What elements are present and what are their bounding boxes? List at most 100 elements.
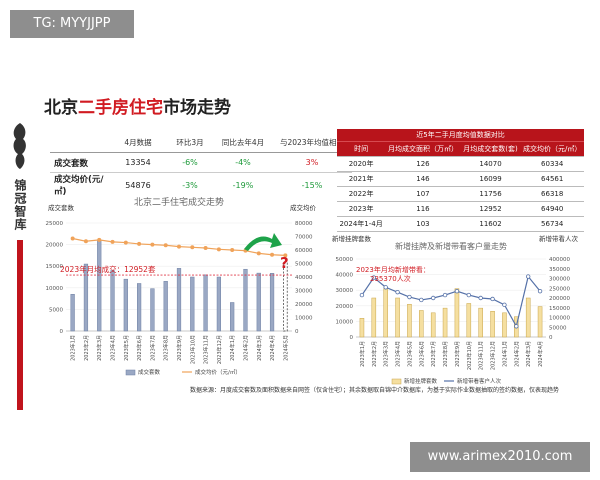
y-tick-right: 200000	[549, 296, 570, 302]
x-tick-label: 2023年4月	[395, 341, 402, 367]
kpi-header: 与2023年均值相比	[272, 133, 352, 153]
yearly-cell: 2023年	[337, 201, 386, 217]
x-tick-label: 2023年12月	[490, 341, 497, 370]
y-axis-right-label: 成交均价	[290, 203, 317, 212]
x-tick-label: 2024年2月	[242, 335, 249, 361]
y-axis-left-label: 新增挂牌套数	[332, 234, 372, 243]
yearly-cell: 2020年	[337, 156, 386, 172]
bar	[371, 297, 377, 338]
y-tick-right: 50000	[549, 325, 567, 331]
y-tick-right: 60000	[295, 248, 313, 254]
line-point	[537, 288, 543, 294]
x-tick-label: 2024年1月	[229, 335, 236, 361]
line-point	[270, 252, 275, 257]
chart-title: 新增挂牌及新增带看客户量走势	[395, 241, 507, 251]
title-part1: 北京	[44, 98, 78, 118]
x-tick-label: 2023年5月	[123, 335, 130, 361]
y-tick-right: 20000	[295, 302, 313, 308]
brand-name: 锦冠智库	[13, 179, 27, 231]
yearly-cell: 56734	[520, 216, 584, 232]
bar	[430, 312, 436, 338]
question-mark: ?	[280, 254, 289, 272]
bar	[70, 294, 75, 332]
line-point	[478, 295, 483, 301]
line-point	[283, 253, 288, 258]
x-tick-label: 2023年2月	[83, 335, 90, 361]
line-point	[150, 242, 155, 247]
kpi-header: 环比3月	[166, 133, 214, 153]
x-tick-label: 2024年4月	[537, 341, 544, 367]
x-tick-label: 2023年10月	[189, 335, 196, 364]
bar	[97, 240, 102, 332]
bar	[359, 318, 365, 338]
line-point	[256, 251, 261, 256]
y-tick-left: 15000	[46, 264, 64, 270]
kpi-header-row: 4月数据 环比3月 同比去年4月 与2023年均值相比	[50, 133, 352, 153]
y-tick-left: 20000	[336, 304, 354, 310]
report-slide: 锦冠智库 北京二手房住宅市场走势 4月数据 环比3月 同比去年4月 与2023年…	[0, 75, 600, 410]
x-tick-label: 2023年11月	[478, 341, 485, 370]
y-tick-right: 100000	[549, 316, 570, 322]
y-axis-left-label: 成交套数	[48, 203, 75, 212]
average-annotation: 2023年月均新增带看：	[356, 265, 430, 274]
y-tick-right: 150000	[549, 306, 570, 312]
title-part2: 市场走势	[163, 98, 231, 118]
line-point	[70, 236, 75, 241]
title-highlight: 二手房住宅	[78, 98, 163, 118]
kpi-row-label: 成交套数	[50, 152, 110, 173]
yearly-caption-row: 近5年二手月度均值数据对比	[337, 129, 584, 142]
y-tick-left: 40000	[336, 273, 354, 279]
bar	[137, 283, 142, 332]
brand-sidebar: 锦冠智库	[0, 75, 40, 410]
x-tick-label: 2023年6月	[418, 341, 425, 367]
bar	[490, 311, 495, 338]
bar	[502, 312, 507, 338]
chart-title: 北京二手住宅成交走势	[134, 196, 224, 208]
yearly-row: 2020年 126 14070 60334	[337, 156, 584, 172]
series-line	[361, 275, 541, 328]
yearly-header: 月均成交套数(套)	[460, 141, 521, 157]
y-tick-left: 25000	[46, 221, 64, 227]
line-point	[203, 245, 208, 250]
legend-label: 新增带看客户人次	[457, 377, 502, 385]
bar	[419, 310, 424, 338]
bar	[203, 274, 208, 332]
x-tick-label: 2023年1月	[70, 335, 77, 361]
website-url: www.arimex2010.com	[410, 442, 590, 472]
x-tick-label: 2023年9月	[176, 335, 183, 361]
line-point	[230, 248, 235, 253]
line-point	[97, 237, 102, 242]
trend-arrow-icon	[244, 233, 282, 251]
red-accent-bar	[17, 240, 23, 410]
legend-label: 新增挂牌套数	[404, 377, 438, 385]
y-tick-right: 250000	[549, 286, 570, 292]
y-tick-right: 40000	[295, 275, 313, 281]
legend-swatch-bar	[391, 378, 402, 385]
bar	[442, 307, 448, 338]
x-tick-label: 2024年5月	[282, 335, 289, 361]
x-tick-label: 2023年4月	[110, 335, 117, 361]
dragon-logo-icon	[13, 123, 26, 169]
x-tick-label: 2023年7月	[430, 341, 437, 367]
yearly-row: 2022年 107 11756 66318	[337, 186, 584, 202]
y-tick-left: 5000	[49, 307, 63, 313]
bar	[123, 278, 128, 332]
yearly-cell: 126	[385, 156, 461, 172]
x-tick-label: 2023年9月	[454, 341, 461, 367]
line-point	[359, 292, 365, 298]
kpi-table: 4月数据 环比3月 同比去年4月 与2023年均值相比 成交套数 13354 -…	[50, 133, 352, 197]
x-tick-label: 2023年12月	[216, 335, 223, 364]
yearly-cell: 64940	[520, 201, 584, 217]
yearly-cell: 107	[385, 186, 461, 202]
x-tick-label: 2023年3月	[383, 341, 390, 367]
x-tick-label: 2023年3月	[96, 335, 103, 361]
bar	[243, 268, 248, 332]
yearly-cell: 2024年1-4月	[337, 216, 386, 232]
yearly-header: 时间	[337, 141, 386, 157]
x-tick-label: 2024年3月	[525, 341, 532, 367]
kpi-cell: -4%	[214, 152, 272, 173]
x-tick-label: 2023年8月	[163, 335, 170, 361]
average-annotation: 235370人次	[370, 274, 411, 283]
bar	[407, 303, 412, 338]
